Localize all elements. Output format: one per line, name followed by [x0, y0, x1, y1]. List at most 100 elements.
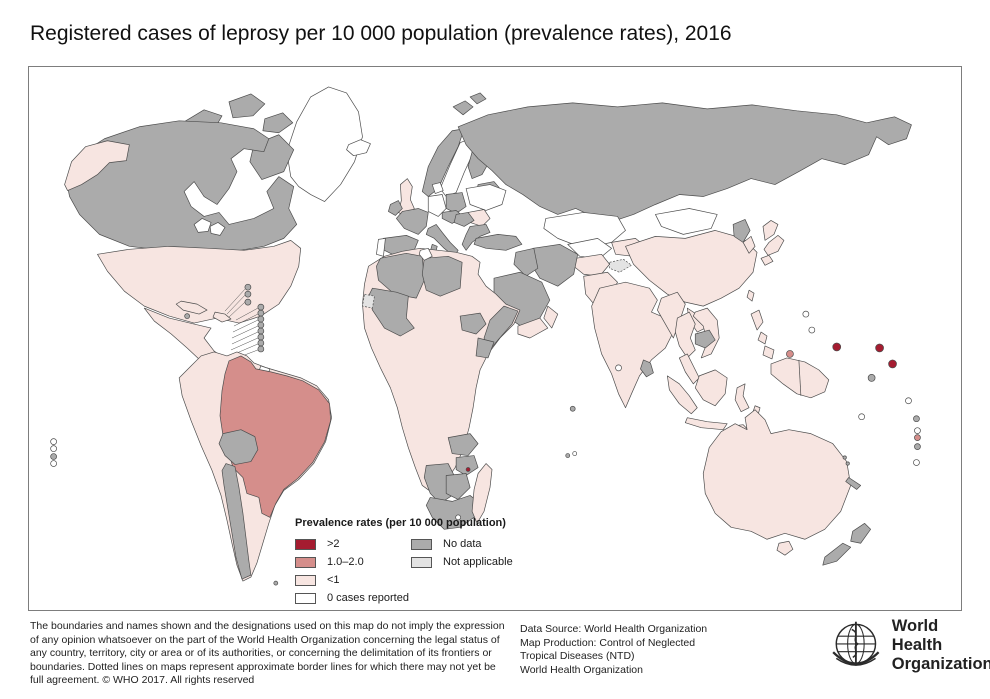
region-kenya	[475, 337, 495, 359]
caribbean-island-dots	[244, 283, 265, 353]
region-jamaica	[184, 313, 190, 319]
region-botswana	[445, 473, 471, 500]
legend-swatch-1to2	[295, 556, 316, 568]
region-denmark	[431, 182, 444, 194]
region-american-samoa	[914, 443, 921, 450]
great-lakes	[209, 222, 226, 236]
region-n-mariana	[808, 326, 816, 334]
region-polynesia	[50, 453, 57, 460]
region-kashmir-disputed	[609, 258, 632, 273]
region-taiwan	[746, 289, 755, 302]
region-libya	[421, 255, 463, 297]
region-china	[625, 230, 758, 307]
region-comoros	[465, 467, 471, 472]
region-fiji	[858, 413, 865, 421]
region-guam	[802, 310, 810, 318]
caribbean-leader-lines	[224, 289, 258, 362]
region-japan	[762, 220, 779, 241]
legend-item: No data	[411, 535, 513, 553]
page-title: Registered cases of leprosy per 10 000 p…	[30, 22, 732, 45]
region-java	[684, 417, 728, 431]
legend-item: <1	[295, 571, 409, 589]
region-polynesia	[50, 445, 57, 452]
region-japan	[763, 235, 785, 256]
region-vanuatu	[842, 455, 847, 460]
region-samoa	[914, 434, 921, 441]
region-hungary-serbia	[453, 212, 475, 227]
region-turkey	[473, 234, 523, 251]
region-iraq	[513, 247, 539, 277]
world-map	[50, 86, 921, 586]
region-zimbabwe	[455, 455, 479, 476]
region-south-sudan	[459, 312, 487, 335]
legend-item: 1.0–2.0	[295, 553, 409, 571]
region-sumatra	[667, 375, 698, 415]
region-svalbard	[469, 92, 487, 105]
region-svalbard	[452, 100, 474, 116]
source-line: Map Production: Control of Neglected	[520, 636, 696, 649]
legend-swatch-gt2	[295, 538, 316, 550]
region-hispaniola	[212, 311, 232, 323]
region-western-sahara	[362, 293, 375, 309]
region-marshall-islands	[875, 343, 884, 353]
region-iceland	[346, 139, 371, 157]
region-france	[396, 208, 429, 235]
region-bolivia	[218, 429, 259, 465]
region-new-zealand-south	[822, 542, 852, 566]
region-south-africa	[425, 495, 481, 530]
great-lakes	[193, 218, 212, 233]
region-polynesia	[50, 460, 57, 467]
region-tasmania	[776, 540, 794, 556]
region-canadian-arctic	[262, 112, 294, 134]
region-philippines	[757, 331, 768, 345]
region-kiribati	[888, 359, 897, 369]
region-polynesia	[50, 438, 57, 445]
region-portugal	[376, 238, 386, 257]
map-legend: Prevalence rates (per 10 000 population)…	[295, 517, 615, 611]
data-source-text: Data Source: World Health Organization M…	[520, 623, 800, 677]
region-vanuatu	[845, 461, 850, 466]
region-mauritius	[572, 451, 578, 456]
region-cambodia	[694, 329, 716, 349]
region-canada	[66, 120, 298, 253]
region-lesotho	[455, 514, 461, 521]
region-wallis	[914, 427, 921, 434]
new-guinea-border	[798, 359, 802, 396]
legend-item: Not applicable	[411, 553, 513, 571]
region-micronesia	[832, 342, 842, 352]
region-thailand	[674, 311, 696, 359]
region-reunion	[565, 453, 571, 458]
region-zambia	[447, 433, 479, 456]
region-algeria	[376, 252, 425, 299]
region-pacific-island	[905, 397, 912, 405]
region-russia	[457, 102, 912, 222]
region-falklands	[273, 580, 279, 586]
legend-swatch-na	[411, 556, 432, 568]
region-chile	[221, 463, 252, 580]
disclaimer-text: The boundaries and names shown and the d…	[30, 620, 505, 686]
legend-swatch-nodata	[411, 538, 432, 550]
region-south-korea	[742, 236, 756, 254]
region-new-caledonia	[845, 477, 862, 490]
who-logo-line2: Organization	[891, 655, 990, 673]
region-seychelles	[569, 405, 576, 412]
who-logo-line1: World Health	[891, 617, 943, 654]
region-mongolia	[655, 208, 718, 235]
region-philippines	[762, 345, 775, 360]
region-greenland	[286, 86, 363, 202]
who-emblem-icon	[832, 621, 880, 666]
region-tuvalu	[913, 415, 920, 423]
legend-swatch-zero	[295, 592, 316, 604]
source-line: World Health Organization	[520, 663, 643, 676]
region-yemen	[517, 317, 549, 339]
region-poland	[445, 192, 467, 214]
legend-title: Prevalence rates (per 10 000 population)	[295, 517, 506, 529]
region-ireland	[388, 200, 403, 216]
legend-label: 1.0–2.0	[327, 556, 364, 568]
legend-label: Not applicable	[443, 556, 513, 568]
region-norway	[421, 128, 465, 197]
who-logo: World Health Organization	[828, 617, 990, 674]
source-line: Tropical Diseases (NTD)	[520, 650, 635, 662]
legend-swatch-lt1	[295, 574, 316, 586]
region-australia	[702, 409, 852, 540]
